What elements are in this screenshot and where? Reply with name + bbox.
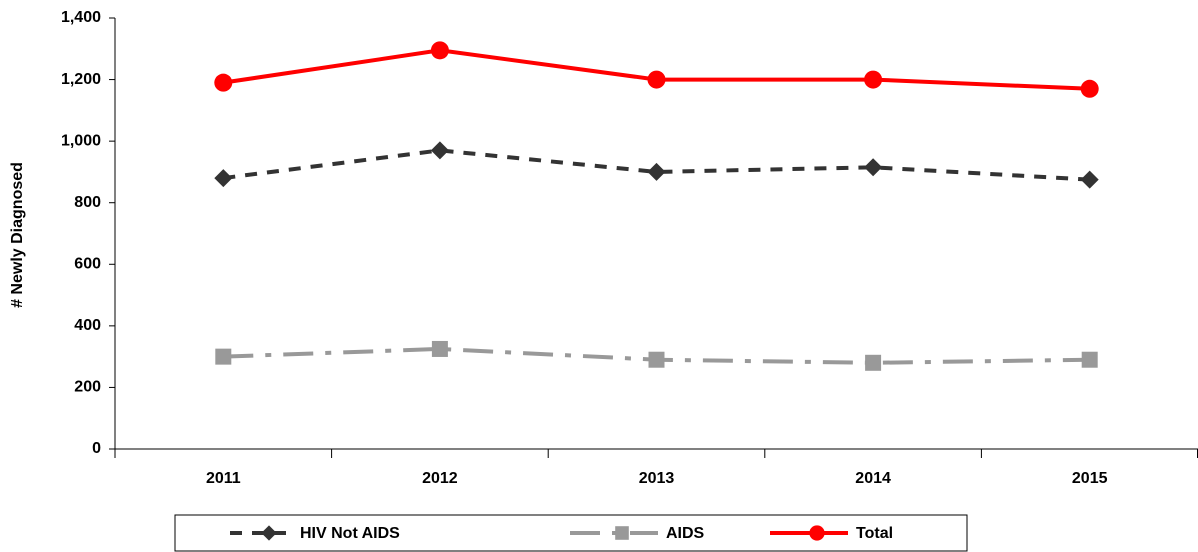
- marker: [648, 351, 665, 368]
- y-tick-label: 1,200: [61, 71, 101, 88]
- marker: [1081, 351, 1098, 368]
- legend-label: AIDS: [666, 525, 705, 542]
- legend-label: Total: [856, 525, 893, 542]
- legend-label: HIV Not AIDS: [300, 525, 400, 542]
- marker: [215, 348, 232, 365]
- x-tick-label: 2011: [206, 470, 241, 487]
- x-tick-label: 2012: [422, 470, 458, 487]
- marker: [615, 526, 629, 540]
- marker: [214, 169, 233, 188]
- marker: [864, 70, 883, 89]
- y-tick-label: 800: [74, 194, 101, 211]
- marker: [647, 70, 666, 89]
- marker: [864, 158, 883, 177]
- y-tick-label: 400: [74, 317, 101, 334]
- x-tick-label: 2014: [855, 470, 891, 487]
- y-tick-label: 600: [74, 256, 101, 273]
- marker: [865, 354, 882, 371]
- y-tick-label: 1,400: [61, 9, 101, 26]
- y-tick-label: 0: [92, 440, 101, 457]
- y-tick-label: 200: [74, 379, 101, 396]
- marker: [261, 525, 277, 541]
- marker: [431, 340, 448, 357]
- marker: [1080, 79, 1099, 98]
- marker: [430, 141, 449, 160]
- marker: [430, 41, 449, 60]
- marker: [647, 162, 666, 181]
- y-axis-label: # Newly Diagnosed: [9, 162, 26, 308]
- y-tick-label: 1,000: [61, 132, 101, 149]
- marker: [1080, 170, 1099, 189]
- marker: [809, 525, 825, 541]
- marker: [214, 73, 233, 92]
- x-tick-label: 2013: [639, 470, 675, 487]
- x-tick-label: 2015: [1072, 470, 1108, 487]
